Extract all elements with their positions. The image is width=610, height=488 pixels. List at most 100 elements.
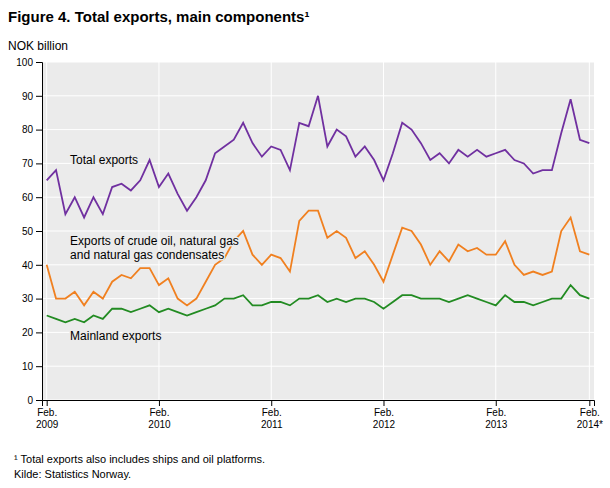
x-tick-mark [47, 400, 48, 406]
grid-line [46, 62, 47, 400]
y-tick: 10 [22, 361, 42, 372]
chart: 0102030405060708090100Feb.2009Feb.2010Fe… [0, 0, 610, 488]
y-tick-mark [36, 197, 42, 198]
x-tick-label-line: 2013 [485, 419, 508, 430]
x-tick-label-line: Feb. [262, 407, 282, 418]
y-tick-label: 0 [27, 395, 33, 406]
x-tick-label-line: Feb. [37, 407, 57, 418]
y-tick-mark [36, 299, 42, 300]
y-tick-label: 40 [22, 260, 34, 271]
y-tick-mark [36, 62, 42, 63]
y-tick-mark [36, 163, 42, 164]
y-tick-mark [36, 400, 42, 401]
x-tick-label-line: Feb. [580, 407, 600, 418]
x-tick-label: Feb.2010 [148, 407, 171, 430]
grid-line [42, 264, 594, 265]
series-label: Exports of crude oil, natural gasand nat… [70, 234, 239, 262]
y-tick-label: 80 [22, 124, 34, 135]
y-tick-mark [36, 130, 42, 131]
x-tick: Feb.2011 [261, 400, 283, 430]
x-tick-label: Feb.2014* [577, 407, 603, 430]
x-grid [47, 62, 590, 400]
grid-line [42, 197, 594, 198]
x-tick-label-line: Feb. [374, 407, 394, 418]
y-grid [42, 62, 594, 400]
series-label: Mainland exports [70, 329, 161, 343]
x-tick-label: Feb.2012 [373, 407, 396, 430]
series-line [47, 285, 590, 322]
y-tick-mark [36, 332, 42, 333]
y-axis: 0 10 20 30 40 50 60 70 80 90 100 [16, 57, 42, 406]
x-tick: Feb.2013 [485, 400, 508, 430]
y-tick-mark [36, 96, 42, 97]
y-tick-label: 20 [22, 327, 34, 338]
series-line [47, 96, 590, 218]
series-label-line: and natural gas condensates [70, 248, 224, 262]
y-tick-mark [36, 366, 42, 367]
x-tick-mark [589, 400, 590, 406]
y-tick: 0 [27, 395, 42, 406]
y-tick: 20 [22, 327, 42, 338]
x-tick-label-line: Feb. [486, 407, 506, 418]
x-tick-mark [159, 400, 160, 406]
footnote: Kilde: Statistics Norway. [14, 468, 131, 480]
y-tick: 60 [22, 192, 42, 203]
grid-line [158, 62, 159, 400]
x-tick: Feb.2012 [373, 400, 396, 430]
y-tick-label: 30 [22, 293, 34, 304]
footnote: ¹ Total exports also includes ships and … [14, 453, 265, 465]
x-tick-label-line: 2011 [261, 419, 283, 430]
series-label-line: Total exports [70, 153, 138, 167]
x-tick-label: Feb.2011 [261, 407, 283, 430]
x-tick-mark [496, 400, 497, 406]
x-tick-label-line: Feb. [149, 407, 169, 418]
series-label: Total exports [70, 153, 138, 167]
y-tick: 30 [22, 293, 42, 304]
x-tick-label-line: 2014* [577, 419, 603, 430]
grid-line [42, 366, 594, 367]
y-tick-label: 90 [22, 91, 34, 102]
x-tick: Feb.2010 [148, 400, 171, 430]
x-tick-mark [383, 400, 384, 406]
x-tick-label: Feb.2009 [36, 407, 59, 430]
grid-line [42, 62, 594, 63]
lines [47, 96, 590, 322]
x-tick-mark [271, 400, 272, 406]
grid-line [589, 62, 590, 400]
y-tick: 70 [22, 158, 42, 169]
x-tick-label-line: 2010 [148, 419, 171, 430]
y-axis-line [36, 63, 43, 401]
y-tick-mark [36, 265, 42, 266]
y-tick: 90 [22, 91, 42, 102]
y-tick-label: 50 [22, 226, 34, 237]
y-tick-mark [36, 231, 42, 232]
y-tick-label: 70 [22, 158, 34, 169]
y-tick: 40 [22, 260, 42, 271]
x-tick: Feb.2009 [36, 400, 59, 430]
x-axis-line [43, 401, 595, 407]
series-label-line: Mainland exports [70, 329, 161, 343]
y-tick: 80 [22, 124, 42, 135]
grid-line [42, 231, 594, 232]
x-tick-label-line: 2012 [373, 419, 396, 430]
grid-line [271, 62, 272, 400]
y-tick: 100 [16, 57, 42, 68]
plot-background [42, 62, 594, 400]
x-tick: Feb.2014* [577, 400, 603, 430]
plot: 0102030405060708090100Feb.2009Feb.2010Fe… [16, 57, 603, 430]
x-tick-label: Feb.2013 [485, 407, 508, 430]
y-tick-label: 60 [22, 192, 34, 203]
y-tick-label: 100 [16, 57, 33, 68]
grid-line [42, 129, 594, 130]
x-axis: Feb.2009Feb.2010Feb.2011Feb.2012Feb.2013… [36, 400, 603, 430]
grid-line [495, 62, 496, 400]
title: Figure 4. Total exports, main components… [8, 8, 309, 25]
series-label-line: Exports of crude oil, natural gas [70, 234, 239, 248]
x-tick-label-line: 2009 [36, 419, 59, 430]
grid-line [383, 62, 384, 400]
y-axis-title: NOK billion [8, 39, 68, 53]
y-tick-label: 10 [22, 361, 34, 372]
series-labels: Total exports Exports of crude oil, natur… [70, 153, 239, 343]
y-tick: 50 [22, 226, 42, 237]
series-line [47, 211, 590, 306]
